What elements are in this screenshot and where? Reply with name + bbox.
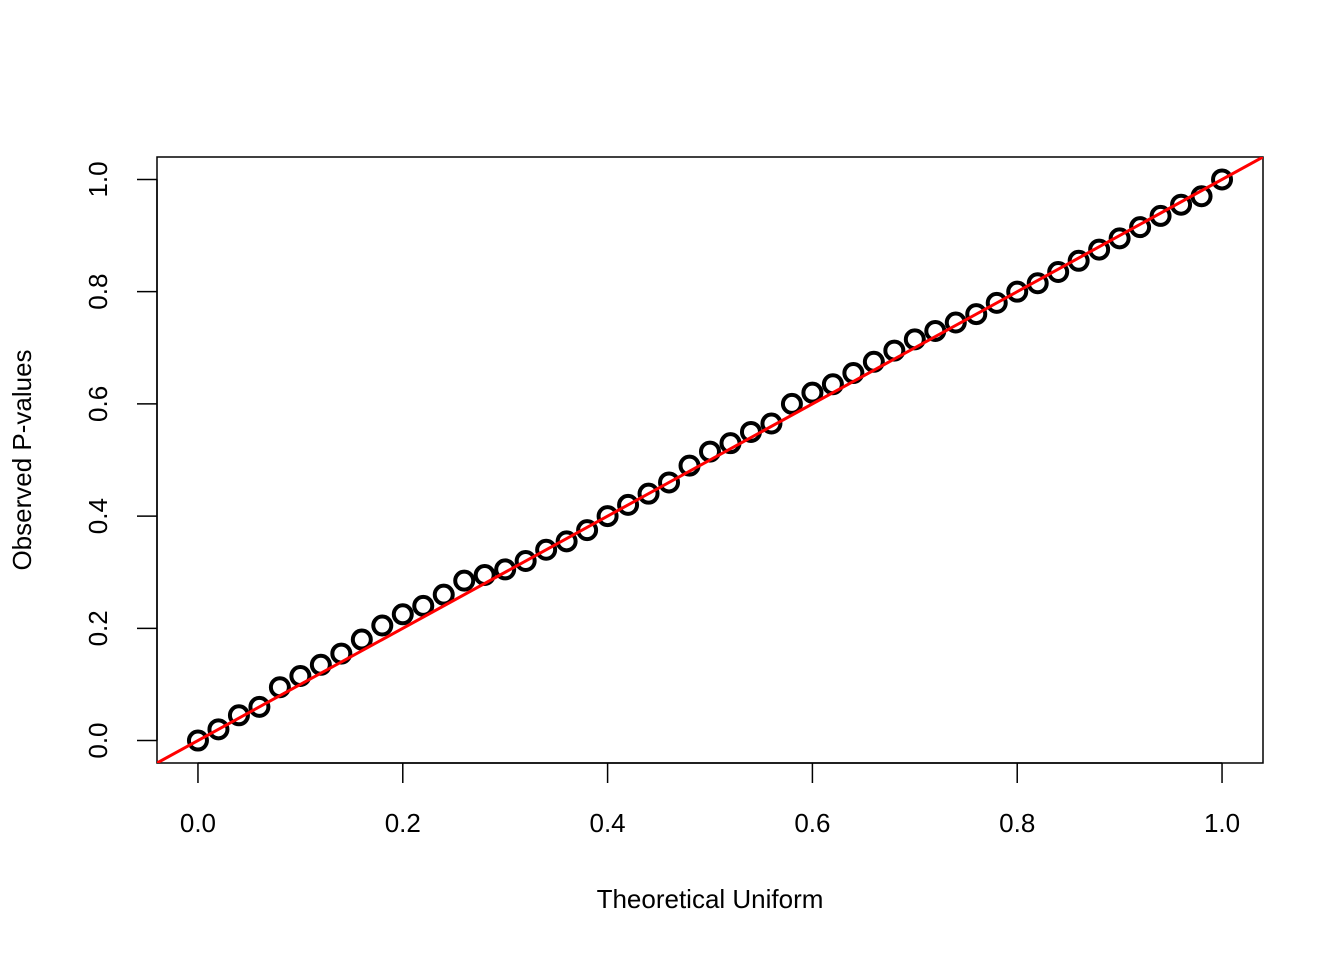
- x-tick-label: 1.0: [1204, 808, 1240, 838]
- point: [207, 718, 230, 741]
- point: [780, 392, 803, 415]
- point: [658, 471, 681, 494]
- point: [186, 729, 209, 752]
- point: [432, 583, 455, 606]
- y-tick-label: 0.8: [83, 274, 113, 310]
- point: [944, 311, 967, 334]
- point: [1088, 238, 1111, 261]
- x-tick-label: 0.8: [999, 808, 1035, 838]
- plot-area: [157, 157, 1263, 763]
- point: [248, 695, 271, 718]
- point: [637, 482, 660, 505]
- point: [1170, 193, 1193, 216]
- x-tick-label: 0.2: [385, 808, 421, 838]
- point: [576, 519, 599, 542]
- x-axis-title: Theoretical Uniform: [597, 884, 824, 914]
- y-tick-label: 0.4: [83, 498, 113, 534]
- point: [453, 569, 476, 592]
- point: [617, 493, 640, 516]
- point: [1129, 216, 1152, 239]
- point: [1047, 261, 1070, 284]
- y-tick-label: 1.0: [83, 161, 113, 197]
- y-tick-label: 0.6: [83, 386, 113, 422]
- y-axis-title: Observed P-values: [7, 349, 37, 570]
- x-tick-label: 0.0: [180, 808, 216, 838]
- point: [760, 412, 783, 435]
- point: [1211, 168, 1234, 191]
- point: [596, 505, 619, 528]
- point: [1026, 272, 1049, 295]
- point: [1108, 227, 1131, 250]
- point: [391, 603, 414, 626]
- point: [965, 303, 988, 326]
- point: [514, 550, 537, 572]
- x-tick-label: 0.6: [794, 808, 830, 838]
- x-tick-label: 0.4: [590, 808, 626, 838]
- point: [371, 614, 394, 637]
- point: [1149, 204, 1172, 227]
- point: [494, 558, 517, 581]
- y-tick-label: 0.2: [83, 610, 113, 646]
- point: [1006, 280, 1029, 303]
- point: [227, 704, 250, 727]
- point: [801, 381, 824, 404]
- point: [535, 538, 558, 561]
- point: [350, 628, 373, 651]
- y-tick-label: 0.0: [83, 722, 113, 758]
- point: [985, 291, 1008, 314]
- point: [1067, 249, 1090, 272]
- point: [412, 594, 435, 617]
- reference-line: [157, 157, 1263, 763]
- point: [555, 530, 578, 553]
